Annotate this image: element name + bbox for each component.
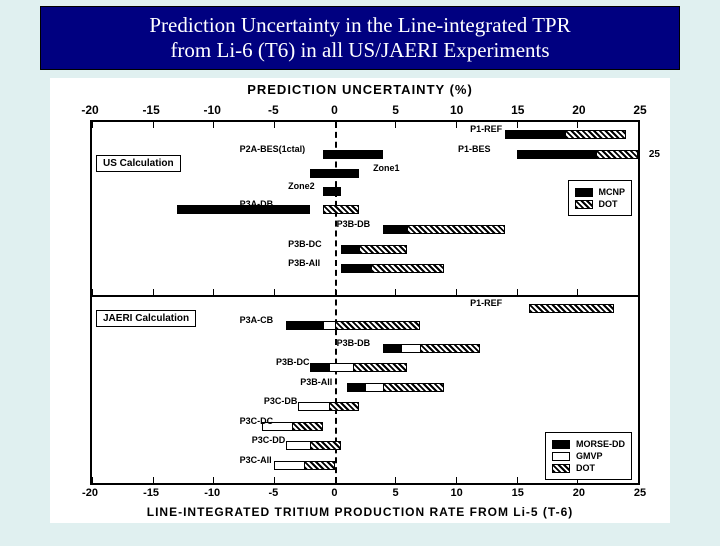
title-line1: Prediction Uncertainty in the Line-integ…	[51, 13, 669, 38]
bar-segment	[383, 383, 444, 392]
bar-segment	[596, 150, 638, 159]
bar-label: Zone2	[288, 181, 315, 191]
x-axis-label: LINE-INTEGRATED TRITIUM PRODUCTION RATE …	[50, 505, 670, 519]
bar-label: P3C-All	[240, 455, 272, 465]
bar-label: P3B-DC	[288, 239, 322, 249]
bar-label: P1-REF	[470, 298, 502, 308]
bar-label: P3C-DD	[252, 435, 286, 445]
panel-label: JAERI Calculation	[96, 310, 196, 327]
bar-segment	[517, 150, 602, 159]
bar-segment	[286, 321, 322, 330]
legend: MCNPDOT	[568, 180, 633, 216]
panel-label: US Calculation	[96, 155, 181, 172]
bar-label: P3C-DC	[240, 416, 274, 426]
bar-segment	[565, 130, 626, 139]
bar-label: P3B-DC	[276, 357, 310, 367]
bar-segment	[371, 264, 444, 273]
bar-segment	[292, 422, 322, 431]
bar-label: P3B-DB	[337, 338, 371, 348]
bar-segment	[323, 187, 341, 196]
bar-segment	[420, 344, 481, 353]
title-box: Prediction Uncertainty in the Line-integ…	[40, 6, 680, 70]
bar-segment	[310, 169, 359, 178]
chart-top-title: PREDICTION UNCERTAINTY (%)	[50, 82, 670, 97]
chart-area: PREDICTION UNCERTAINTY (%) -20-15-10-505…	[50, 78, 670, 523]
bar-segment	[323, 150, 384, 159]
bar-segment	[353, 363, 408, 372]
bar-label: P1-BES	[458, 144, 491, 154]
bar-segment	[329, 402, 359, 411]
bar-segment	[310, 441, 340, 450]
bar-segment	[323, 205, 359, 214]
bar-label: P3A-CB	[240, 315, 274, 325]
bar-label: P3C-DB	[264, 396, 298, 406]
title-line2: from Li-6 (T6) in all US/JAERI Experimen…	[51, 38, 669, 63]
bar-segment	[529, 304, 614, 313]
bar-label: Zone1	[373, 163, 400, 173]
bar-label: P3B-DB	[337, 219, 371, 229]
bar-label: P1-REF	[470, 124, 502, 134]
bar-segment	[505, 130, 566, 139]
bar-segment	[335, 321, 420, 330]
bar-label: P2A-BES(1ctal)	[240, 144, 306, 154]
legend: MORSE-DDGMVPDOT	[545, 432, 632, 480]
bar-label: P3B-All	[288, 258, 320, 268]
bar-segment	[359, 245, 408, 254]
x-axis-bottom-labels: -20-15-10-50510152025	[90, 487, 640, 501]
plot-frame: US Calculation MCNPDOT P1-REF P2A-BES(1ctal…	[90, 120, 640, 485]
bar-label: P3A-DB	[240, 199, 274, 209]
bar-label: P3B-All	[300, 377, 332, 387]
bar-segment	[304, 461, 334, 470]
x-axis-top-labels: -20-15-10-50510152025	[90, 103, 640, 118]
bar-segment	[407, 225, 504, 234]
